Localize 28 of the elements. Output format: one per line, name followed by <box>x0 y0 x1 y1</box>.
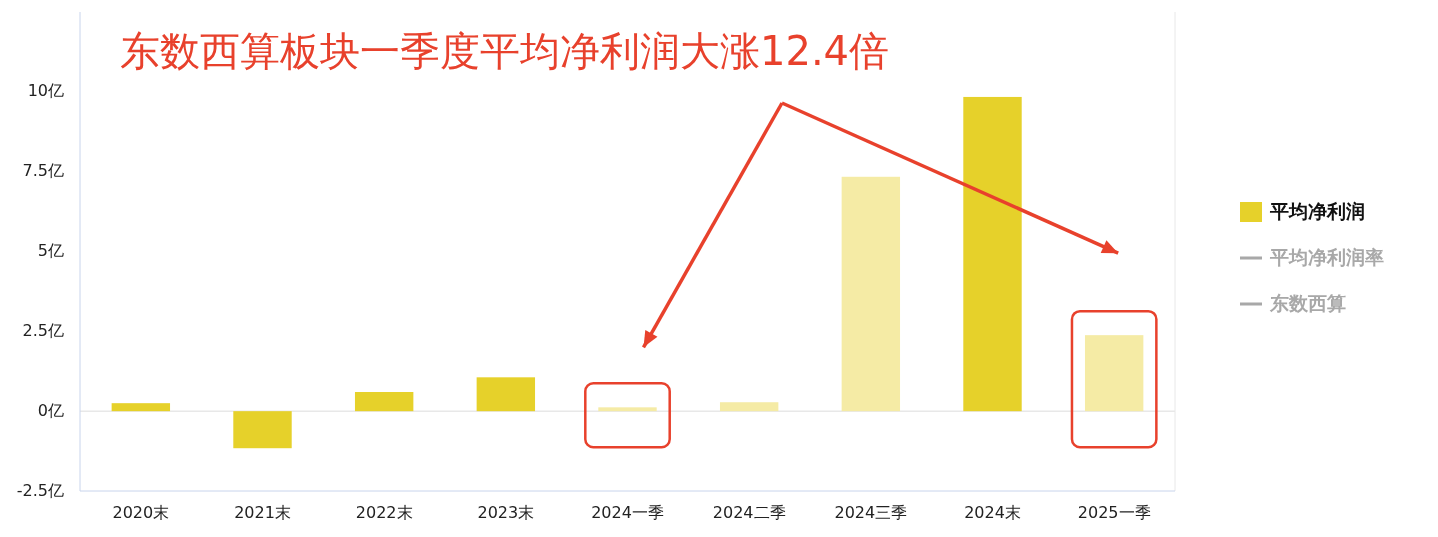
bar <box>111 403 171 412</box>
y-tick-label: 0亿 <box>37 400 64 420</box>
y-tick-label: -2.5亿 <box>16 480 64 500</box>
bar <box>598 407 657 412</box>
bar <box>963 96 1022 412</box>
bar <box>1084 335 1144 412</box>
legend-label: 平均净利润率 <box>1269 245 1384 268</box>
bar <box>354 392 414 412</box>
bar <box>841 176 901 412</box>
y-tick-label: 7.5亿 <box>22 161 64 181</box>
x-tick-label: 2021末 <box>234 502 291 522</box>
bar <box>719 402 779 412</box>
x-tick-label: 2020末 <box>112 502 170 522</box>
y-tick-label: 10亿 <box>27 81 64 101</box>
x-tick-label: 2023末 <box>477 502 535 522</box>
legend-label: 东数西算 <box>1269 291 1346 314</box>
legend-label: 平均净利润 <box>1269 199 1365 222</box>
x-tick-label: 2024三季 <box>834 502 908 522</box>
y-tick-label: 2.5亿 <box>22 320 64 340</box>
y-tick-label: 5亿 <box>37 241 64 260</box>
bar <box>233 411 292 449</box>
x-tick-label: 2024末 <box>964 502 1021 522</box>
bar <box>476 377 536 412</box>
x-tick-label: 2022末 <box>355 502 413 522</box>
x-tick-label: 2024二季 <box>712 502 786 522</box>
x-tick-label: 2024一季 <box>591 502 664 522</box>
chart-title: 东数西算板块一季度平均净利润大涨12.4倍 <box>120 28 890 74</box>
x-tick-label: 2025一季 <box>1077 502 1151 522</box>
